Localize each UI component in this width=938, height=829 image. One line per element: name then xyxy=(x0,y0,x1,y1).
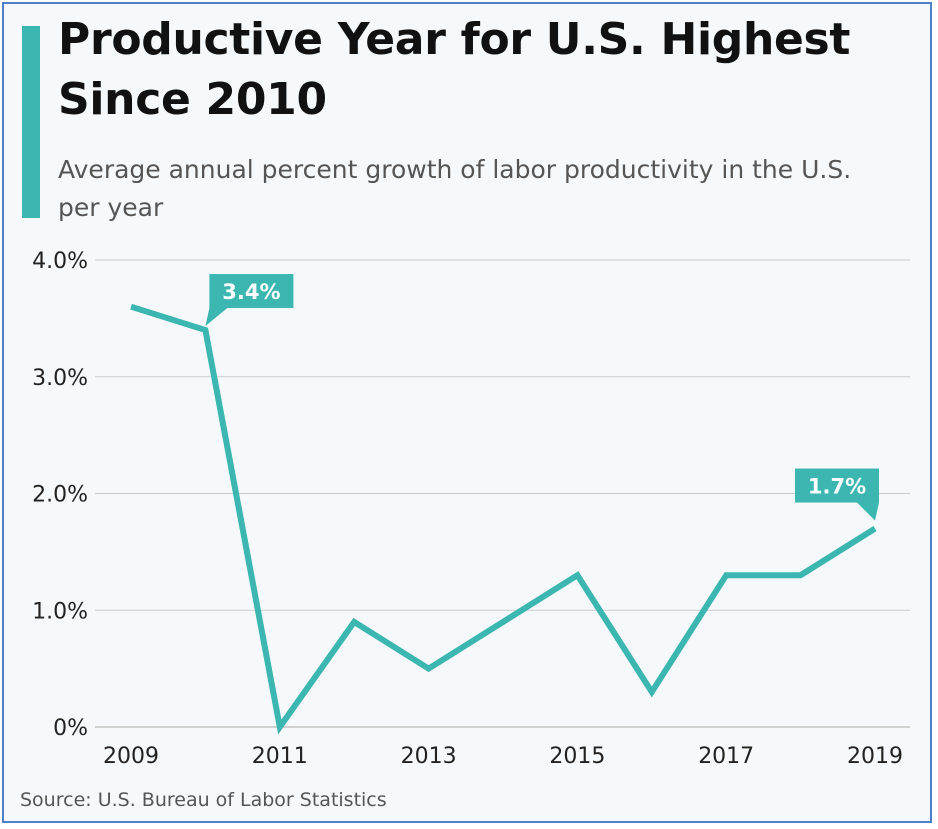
x-axis-ticks: 2009 2011 2013 2015 2017 2019 xyxy=(103,744,903,769)
data-point-2015 xyxy=(574,572,580,578)
callout-label: 1.7% xyxy=(808,475,866,499)
series-layer xyxy=(128,303,878,735)
grid-lines xyxy=(95,259,910,728)
data-point-2017 xyxy=(723,572,729,578)
x-tick-label: 2009 xyxy=(103,744,159,769)
data-point-2011 xyxy=(277,724,283,730)
y-tick-label: 0% xyxy=(53,716,88,741)
data-point-2013 xyxy=(426,666,432,672)
data-point-2012 xyxy=(351,619,357,625)
callout-box xyxy=(795,468,879,503)
callout-label: 3.4% xyxy=(222,280,280,304)
callout-1.7%: 1.7% xyxy=(795,468,879,521)
data-point-2019 xyxy=(872,526,878,532)
y-tick-label: 3.0% xyxy=(32,366,88,391)
title-accent-bar xyxy=(22,26,40,218)
x-tick-label: 2011 xyxy=(252,744,308,769)
x-tick-label: 2019 xyxy=(847,744,903,769)
series-line xyxy=(130,303,877,735)
y-tick-label: 1.0% xyxy=(32,599,88,624)
callout-layer: 3.4% 1.7% xyxy=(205,274,879,521)
callout-3.4%: 3.4% xyxy=(205,274,294,327)
chart-subtitle: Average annual percent growth of labor p… xyxy=(58,155,852,222)
data-point-2018 xyxy=(798,572,804,578)
y-tick-label: 4.0% xyxy=(32,249,88,274)
callout-pointer xyxy=(205,308,228,327)
callout-pointer xyxy=(857,502,879,521)
data-point-2016 xyxy=(649,689,655,695)
data-point-2014 xyxy=(500,619,506,625)
source-note: Source: U.S. Bureau of Labor Statistics xyxy=(20,789,387,811)
x-tick-label: 2015 xyxy=(549,744,605,769)
x-tick-label: 2013 xyxy=(401,744,457,769)
y-axis-ticks: 0% 1.0% 2.0% 3.0% 4.0% xyxy=(32,249,88,741)
y-tick-label: 2.0% xyxy=(32,483,88,508)
callout-box xyxy=(209,274,294,309)
data-point-2010 xyxy=(202,327,208,333)
chart-title: Productive Year for U.S. Highest Since 2… xyxy=(58,14,851,125)
data-point-2009 xyxy=(128,304,134,310)
x-tick-label: 2017 xyxy=(698,744,754,769)
